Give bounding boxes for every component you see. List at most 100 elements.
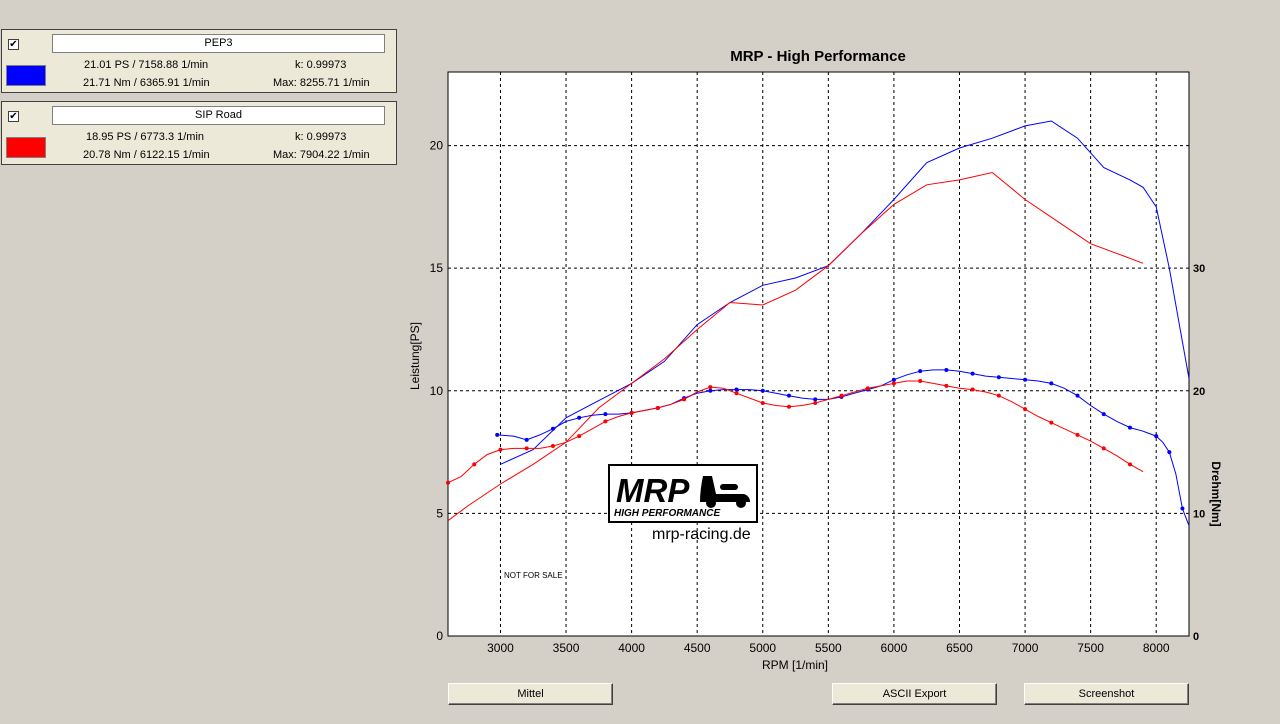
series-name-field-sip-road[interactable]: SIP Road [52,106,385,125]
pep3-torque-point [891,377,896,382]
x-tick-label: 5500 [815,641,842,655]
y-axis-label: Leistung[PS] [408,322,422,390]
not-for-sale-watermark: NOT FOR SALE [504,571,563,580]
sip-road-torque-point [629,410,634,415]
scooter-icon [700,476,750,508]
series-torque-readout: 21.71 Nm / 6365.91 1/min [83,77,210,89]
series-name-field-pep3[interactable]: PEP3 [52,34,385,53]
logo-tagline: HIGH PERFORMANCE [614,508,720,519]
y2-tick-label: 0 [1193,631,1199,643]
sip-road-torque-point [839,393,844,398]
pep3-torque-point [524,437,529,442]
sip-road-torque-point [813,401,818,406]
sip-road-torque-point [655,405,660,410]
pep3-torque-line [497,369,1190,526]
pep3-torque-point [495,432,500,437]
sip-road-torque-point [970,387,975,392]
y-tick-label: 5 [436,506,443,520]
series-power-readout: 18.95 PS / 6773.3 1/min [86,131,205,143]
x-tick-label: 7500 [1077,641,1104,655]
x-tick-label: 3000 [487,641,514,655]
logo-url: mrp-racing.de [652,526,751,543]
sip-road-torque-point [1127,462,1132,467]
legend-panel-sip-road: ✔ SIP Road 18.95 PS / 6773.3 1/min k: 0.… [1,101,397,165]
sip-road-torque-point [944,383,949,388]
sip-road-torque-point [734,391,739,396]
series-k-factor: k: 0.99973 [295,131,347,143]
y-tick-label: 15 [430,261,444,275]
sip-road-torque-point [550,443,555,448]
pep3-torque-point [1075,393,1080,398]
x-axis-label: RPM [1/min] [762,658,828,672]
logo-box [608,464,758,523]
series-checkbox-pep3[interactable]: ✔ [8,39,19,50]
sip-road-torque-point [472,462,477,467]
logo-mark: MRP [616,472,690,509]
x-tick-label: 5000 [749,641,776,655]
x-tick-label: 4000 [618,641,645,655]
sip-road-torque-point [682,397,687,402]
pep3-torque-point [577,415,582,420]
mittel-button[interactable]: Mittel [448,683,613,705]
pep3-torque-point [970,371,975,376]
pep3-torque-point [550,426,555,431]
pep3-torque-point [944,367,949,372]
sip-road-torque-point [918,378,923,383]
pep3-torque-point [1154,434,1159,439]
pep3-torque-point [918,369,923,374]
series-power-readout: 21.01 PS / 7158.88 1/min [84,59,209,71]
pep3-torque-point [1127,425,1132,430]
pep3-torque-point [734,387,739,392]
pep3-torque-point [708,388,713,393]
legend-panel-pep3: ✔ PEP3 21.01 PS / 7158.88 1/min k: 0.999… [1,29,397,93]
sip-road-torque-point [891,381,896,386]
sip-road-torque-line [447,380,1144,484]
sip-road-torque-point [577,434,582,439]
ascii-export-button[interactable]: ASCII Export [832,683,997,705]
series-checkbox-sip-road[interactable]: ✔ [8,111,19,122]
series-max-rpm: Max: 8255.71 1/min [273,77,370,89]
y2-tick-label: 10 [1193,508,1205,520]
y-tick-label: 20 [430,139,444,153]
sip-road-torque-point [1075,432,1080,437]
x-tick-label: 8000 [1143,641,1170,655]
series-torque-readout: 20.78 Nm / 6122.15 1/min [83,149,210,161]
x-tick-label: 3500 [553,641,580,655]
y2-tick-label: 30 [1193,263,1205,275]
pep3-torque-point [1049,381,1054,386]
pep3-torque-point [760,388,765,393]
series-color-swatch-pep3[interactable] [6,65,46,86]
x-tick-label: 7000 [1012,641,1039,655]
series-max-rpm: Max: 7904.22 1/min [273,149,370,161]
y2-axis-label: Drehm[Nm] [1209,461,1223,526]
pep3-torque-point [1167,450,1172,455]
screenshot-button[interactable]: Screenshot [1024,683,1189,705]
pep3-torque-point [1101,412,1106,417]
x-tick-label: 4500 [684,641,711,655]
x-tick-label: 6500 [946,641,973,655]
series-color-swatch-sip-road[interactable] [6,137,46,158]
series-k-factor: k: 0.99973 [295,59,347,71]
y2-tick-label: 20 [1193,386,1205,398]
pep3-torque-point [786,393,791,398]
sip-road-torque-point [446,480,450,485]
sip-road-torque-point [786,404,791,409]
plot-area [447,71,1190,637]
chart-title: MRP - High Performance [730,48,906,65]
sip-road-torque-point [498,447,503,452]
sip-road-torque-point [760,401,765,406]
y-tick-label: 10 [430,384,444,398]
mrp-logo: MRP HIGH PERFORMANCE [608,464,758,523]
sip-road-torque-point [996,393,1001,398]
series-layer [446,120,1190,526]
sip-road-torque-point [708,385,713,390]
sip-road-torque-point [1101,446,1106,451]
pep3-torque-point [1023,377,1028,382]
pep3-torque-point [996,375,1001,380]
sip-road-power-line [447,171,1144,522]
axis-ticks: 3000 3500 4000 4500 5000 5500 6000 6500 7000 7500… [430,139,1206,655]
sip-road-torque-point [865,386,870,391]
sip-road-torque-point [1023,407,1028,412]
sip-road-torque-point [1049,420,1054,425]
